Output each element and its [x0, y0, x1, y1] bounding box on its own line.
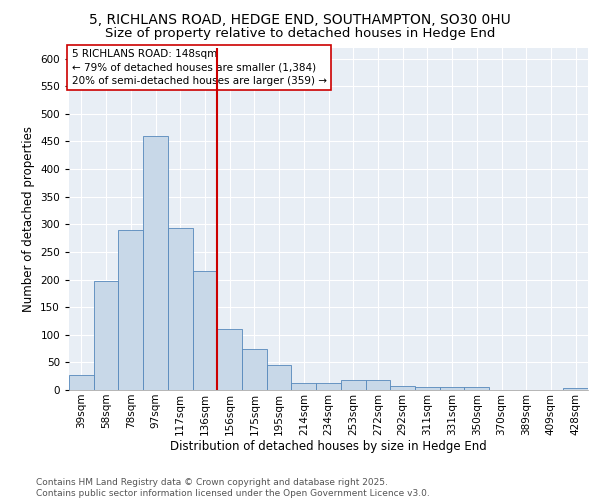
Bar — [168, 228, 193, 390]
Bar — [316, 384, 341, 390]
Text: Contains HM Land Registry data © Crown copyright and database right 2025.
Contai: Contains HM Land Registry data © Crown c… — [36, 478, 430, 498]
Bar — [365, 380, 390, 390]
Bar — [217, 329, 242, 390]
Bar — [267, 365, 292, 390]
Bar — [341, 380, 365, 390]
Y-axis label: Number of detached properties: Number of detached properties — [22, 126, 35, 312]
Text: 5 RICHLANS ROAD: 148sqm
← 79% of detached houses are smaller (1,384)
20% of semi: 5 RICHLANS ROAD: 148sqm ← 79% of detache… — [71, 49, 326, 86]
X-axis label: Distribution of detached houses by size in Hedge End: Distribution of detached houses by size … — [170, 440, 487, 454]
Bar — [390, 386, 415, 390]
Bar — [292, 384, 316, 390]
Bar — [143, 136, 168, 390]
Bar — [69, 374, 94, 390]
Text: Size of property relative to detached houses in Hedge End: Size of property relative to detached ho… — [105, 28, 495, 40]
Bar — [464, 386, 489, 390]
Bar — [193, 271, 217, 390]
Bar — [415, 387, 440, 390]
Bar — [118, 230, 143, 390]
Text: 5, RICHLANS ROAD, HEDGE END, SOUTHAMPTON, SO30 0HU: 5, RICHLANS ROAD, HEDGE END, SOUTHAMPTON… — [89, 12, 511, 26]
Bar — [563, 388, 588, 390]
Bar — [242, 348, 267, 390]
Bar — [440, 387, 464, 390]
Bar — [94, 281, 118, 390]
